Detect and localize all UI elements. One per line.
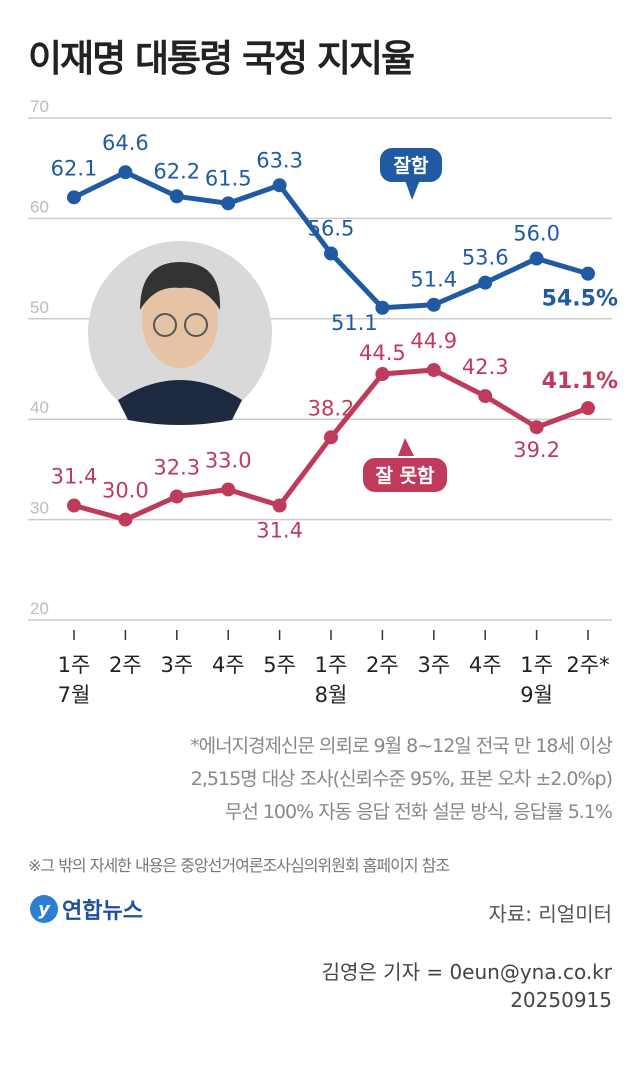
source: 자료: 리얼미터 (488, 902, 613, 926)
data-point (581, 266, 595, 281)
data-label: 39.2 (513, 438, 560, 462)
data-label: 56.0 (513, 222, 560, 246)
legend-label: 잘함 (394, 155, 429, 177)
x-tick-label: 4주 (212, 653, 245, 677)
data-label: 44.9 (410, 329, 457, 353)
data-point (118, 512, 133, 527)
callout-tail (405, 180, 420, 200)
data-point (169, 489, 184, 504)
data-label: 64.6 (102, 131, 149, 155)
data-label: 51.1 (331, 311, 378, 335)
data-point (375, 367, 390, 382)
y-tick-label: 70 (30, 97, 49, 116)
logo-text: 연합뉴스 (62, 899, 143, 924)
data-point (221, 196, 236, 211)
y-tick-label: 30 (30, 499, 49, 518)
data-label: 54.5% (542, 287, 618, 312)
data-label: 51.4 (410, 268, 457, 292)
data-label: 31.4 (256, 519, 303, 543)
x-tick-label: 2주 (366, 653, 399, 677)
data-label: 33.0 (205, 448, 252, 472)
data-label: 30.0 (102, 479, 149, 503)
data-label: 53.6 (462, 246, 509, 270)
data-label: 38.2 (308, 396, 355, 420)
survey-notes: *에너지경제신문 의뢰로 9월 8~12일 전국 만 18세 이상 2,515명… (190, 730, 613, 829)
y-tick-label: 60 (30, 197, 49, 216)
data-point (529, 420, 544, 435)
x-tick-label: 4주 (469, 653, 502, 677)
page-title: 이재명 대통령 국정 지지율 (28, 37, 415, 80)
legend-label: 잘 못함 (375, 465, 435, 487)
publish-date: 20250915 (510, 988, 612, 1012)
data-label: 56.5 (308, 217, 355, 241)
data-label: 41.1% (542, 369, 618, 394)
data-label: 42.3 (462, 355, 509, 379)
y-tick-label: 40 (30, 398, 49, 417)
data-point (478, 389, 493, 404)
month-label: 9월 (520, 683, 553, 707)
data-label: 61.5 (205, 166, 252, 190)
data-point (324, 430, 338, 445)
y-tick-label: 20 (30, 599, 49, 618)
data-point (529, 251, 544, 266)
data-point (478, 275, 493, 290)
x-tick-label: 2주 (109, 653, 142, 677)
data-point (272, 498, 287, 513)
legend-callout (380, 148, 442, 182)
data-label: 32.3 (153, 456, 200, 480)
data-point (426, 297, 441, 312)
callout-tail (398, 438, 414, 456)
x-tick-label: 1주 (520, 653, 553, 677)
data-point (67, 190, 81, 205)
reporter-credit: 김영은 기자 = 0eun@yna.co.kr (321, 960, 612, 984)
note-line: *에너지경제신문 의뢰로 9월 8~12일 전국 만 18세 이상 (190, 735, 613, 757)
note-line: 무선 100% 자동 응답 전화 설문 방식, 응답률 5.1% (224, 801, 613, 823)
note-line: 2,515명 대상 조사(신뢰수준 95%, 표본 오차 ±2.0%p) (190, 768, 613, 790)
yonhap-logo: y 연합뉴스 (30, 893, 143, 925)
y-tick-label: 50 (30, 298, 49, 317)
x-tick-label: 1주 (315, 653, 348, 677)
data-label: 63.3 (256, 148, 303, 172)
data-point (67, 498, 81, 513)
data-point (272, 178, 287, 193)
x-tick-label: 5주 (263, 653, 296, 677)
footnote: ※그 밖의 자세한 내용은 중앙선거여론조사심의위원회 홈페이지 참조 (28, 856, 450, 875)
month-label: 8월 (315, 683, 348, 707)
logo-mark-icon: y (30, 895, 58, 923)
data-point (118, 165, 133, 180)
data-label: 44.5 (359, 341, 406, 365)
data-point (375, 300, 390, 315)
x-tick-label: 3주 (417, 653, 450, 677)
data-point (221, 482, 236, 497)
data-point (581, 401, 595, 416)
x-tick-label: 2주* (566, 653, 609, 677)
line-chart: 70 60 50 40 30 20 1주 2주 3주 4주 5주 1주 2주 3주 4주 1주 2주* 7월 8월 9… (28, 97, 618, 707)
data-point (324, 246, 338, 261)
x-tick-label: 3주 (160, 653, 193, 677)
data-label: 31.4 (51, 465, 98, 489)
portrait-photo (88, 241, 272, 425)
credit-block: 김영은 기자 = 0eun@yna.co.kr 20250915 (322, 958, 612, 1014)
legend-callout (363, 458, 447, 492)
data-point (426, 363, 441, 378)
data-label: 62.2 (153, 159, 200, 183)
data-point (169, 189, 184, 204)
month-label: 7월 (58, 683, 91, 707)
data-label: 62.1 (51, 156, 98, 180)
x-tick-label: 1주 (58, 653, 91, 677)
